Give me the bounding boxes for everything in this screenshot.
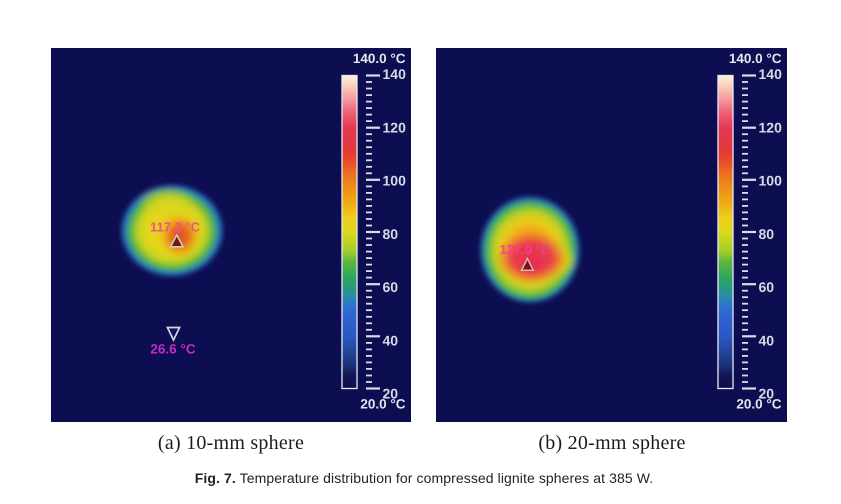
svg-text:140.0 °C: 140.0 °C	[353, 51, 406, 66]
svg-text:120: 120	[759, 119, 783, 135]
svg-text:117.2 °C: 117.2 °C	[150, 220, 201, 235]
svg-text:20: 20	[383, 386, 399, 402]
svg-text:120: 120	[383, 119, 407, 135]
svg-text:80: 80	[759, 226, 775, 242]
svg-text:100: 100	[759, 173, 783, 189]
svg-text:20.0 °C: 20.0 °C	[360, 397, 405, 412]
svg-text:40: 40	[383, 332, 399, 348]
svg-text:140: 140	[383, 66, 407, 82]
svg-text:100: 100	[383, 173, 407, 189]
svg-text:140: 140	[759, 66, 783, 82]
svg-text:60: 60	[759, 279, 775, 295]
svg-text:140.0 °C: 140.0 °C	[729, 51, 782, 66]
svg-text:40: 40	[759, 332, 775, 348]
svg-text:60: 60	[383, 279, 399, 295]
svg-text:20.0 °C: 20.0 °C	[736, 397, 781, 412]
svg-text:20: 20	[759, 386, 775, 402]
svg-text:127.0 °C: 127.0 °C	[500, 242, 551, 257]
svg-text:26.6 °C: 26.6 °C	[150, 342, 195, 357]
svg-text:80: 80	[383, 226, 399, 242]
